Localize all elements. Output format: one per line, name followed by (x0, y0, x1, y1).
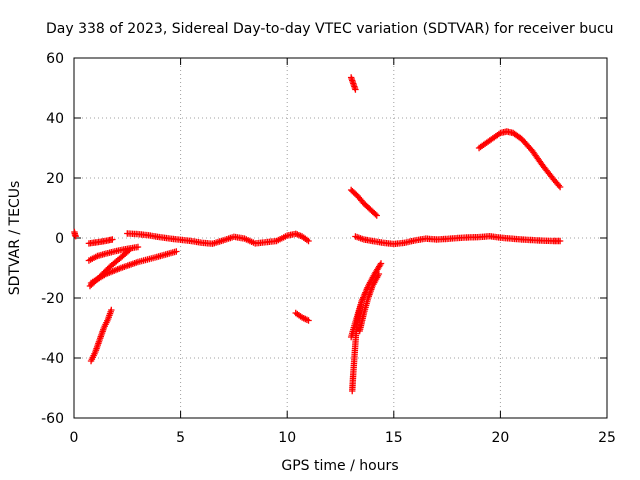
data-point (375, 270, 383, 278)
data-point (377, 260, 385, 267)
data-point (109, 236, 116, 243)
data-point (373, 212, 380, 219)
series-seg-13h-fall (347, 186, 380, 219)
series-arc-4 (87, 306, 115, 365)
y-tick-label: 40 (46, 111, 64, 127)
data-point (124, 248, 132, 255)
data-points (71, 74, 564, 395)
chart-title: Day 338 of 2023, Sidereal Day-to-day VTE… (46, 21, 614, 37)
axis-ticks: 0 5 10 15 20 25 -60 -40 -20 0 20 40 60 (41, 51, 616, 446)
series-seg-10h (292, 309, 312, 324)
x-tick-label: 20 (491, 430, 509, 446)
data-point (126, 246, 133, 254)
series-zero-band-b (124, 230, 312, 247)
series-zero-band-a (85, 236, 116, 247)
data-point (352, 86, 359, 93)
data-point (108, 306, 115, 314)
data-point (173, 248, 180, 255)
series-arc-20h (475, 128, 564, 191)
x-tick-label: 5 (176, 430, 185, 446)
y-axis-label: SDTVAR / TECUs (7, 181, 23, 296)
series-seg-13h-rise-b (356, 270, 383, 335)
data-point (134, 243, 142, 251)
series-seg-start (71, 228, 79, 240)
series-zero-band-c (352, 233, 564, 248)
series-seg-13h-top (347, 74, 359, 93)
y-tick-label: -40 (41, 351, 64, 367)
series-arc-1 (85, 243, 142, 264)
data-point (556, 183, 564, 191)
y-tick-label: 20 (46, 171, 64, 187)
series-seg-13h-rise (347, 260, 385, 341)
series-arc-3 (87, 248, 180, 287)
data-point (305, 317, 312, 324)
y-tick-label: -60 (41, 411, 64, 427)
x-tick-label: 15 (385, 430, 403, 446)
data-point (372, 211, 379, 218)
data-point (305, 237, 312, 245)
x-tick-label: 0 (70, 430, 79, 446)
y-tick-label: 0 (55, 231, 64, 247)
data-point (556, 237, 564, 245)
x-tick-label: 10 (278, 430, 296, 446)
data-point (72, 233, 79, 240)
x-axis-label: GPS time / hours (281, 458, 398, 474)
y-tick-label: -20 (41, 291, 64, 307)
x-tick-label: 25 (598, 430, 616, 446)
y-tick-label: 60 (46, 51, 64, 67)
